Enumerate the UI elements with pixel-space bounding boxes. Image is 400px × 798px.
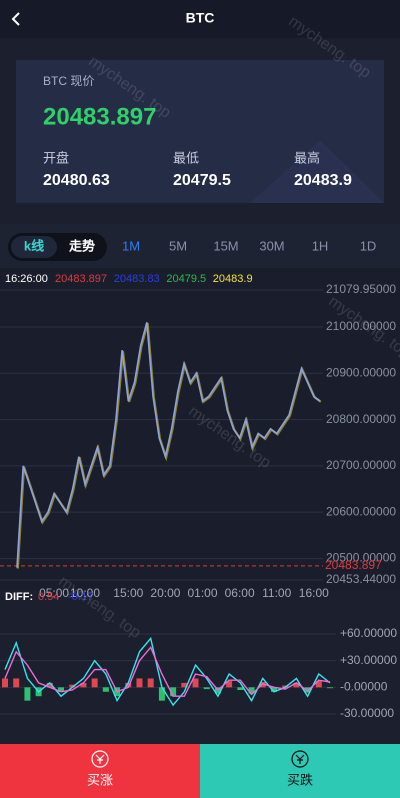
macd-bar — [203, 687, 210, 690]
info-line: 16:26:00 20483.897 20483.83 20479.5 20483.9 — [5, 273, 253, 285]
period-tab[interactable]: 1D — [360, 238, 377, 253]
macd-bar — [315, 681, 322, 688]
macd-bar — [147, 678, 154, 688]
macd-line — [4, 646, 331, 697]
current-price-label: 20483.897 — [325, 558, 382, 572]
page-title: BTC — [186, 10, 215, 26]
buy-up-icon — [91, 750, 109, 768]
y-tick-label: +60.00000 — [340, 626, 397, 640]
card-decoration — [250, 140, 384, 203]
macd-value: 0.54 — [38, 591, 59, 603]
y-tick-label: -30.00000 — [340, 706, 394, 720]
macd-value: -0.17 — [68, 591, 93, 603]
macd-bar — [2, 678, 8, 688]
macd-bar — [91, 678, 98, 688]
yen-glyph — [95, 754, 105, 764]
tab-kline[interactable]: k线 — [24, 238, 44, 253]
x-tick-label: 05:00 — [39, 586, 69, 600]
y-tick-label: 20700.00000 — [326, 458, 396, 472]
period-tab[interactable]: 5M — [169, 238, 187, 253]
macd-bar — [24, 687, 31, 701]
chart-area — [0, 268, 400, 590]
macd-bar — [181, 682, 188, 688]
low-value: 20479.5 — [173, 172, 231, 189]
high-value: 20483.9 — [294, 172, 352, 189]
y-tick-label: 20453.44000 — [326, 572, 396, 586]
macd-bar — [136, 678, 143, 688]
macd-chart: DIFF: 0.54 -0.17 +60.00000 +30.00000 -0.00000… — [0, 591, 397, 720]
macd-bar — [158, 687, 165, 701]
open-label: 开盘 — [43, 150, 69, 165]
x-tick-label: 01:00 — [187, 586, 217, 600]
period-tab[interactable]: 1M — [122, 238, 140, 253]
header-bar — [0, 0, 400, 38]
price-line-glow — [16, 322, 322, 569]
macd-bar — [46, 682, 53, 688]
y-tick-label: 21079.95000 — [326, 282, 396, 296]
macd-title: DIFF: — [5, 591, 33, 603]
info-value: 20483.9 — [213, 273, 253, 285]
period-tab[interactable]: 1H — [312, 238, 329, 253]
x-tick-label: 10:00 — [70, 586, 100, 600]
x-tick-label: 06:00 — [225, 586, 255, 600]
yen-glyph — [295, 754, 305, 764]
buy-up-label: 买涨 — [87, 772, 113, 787]
low-label: 最低 — [173, 150, 199, 165]
tab-trend[interactable]: 走势 — [69, 238, 95, 253]
back-button[interactable] — [11, 12, 20, 26]
price-label: BTC 现价 — [43, 74, 94, 88]
period-tab[interactable]: 30M — [259, 238, 284, 253]
buy-down-button[interactable] — [200, 744, 400, 798]
buy-down-icon — [291, 750, 309, 768]
macd-bar — [69, 684, 76, 688]
macd-bar — [192, 678, 199, 688]
macd-bar — [13, 678, 20, 688]
y-tick-label: 20500.00000 — [326, 551, 396, 565]
current-price: 20483.897 — [43, 103, 156, 130]
y-tick-label: 20600.00000 — [326, 504, 396, 518]
price-line — [16, 322, 321, 568]
period-tab[interactable]: 15M — [213, 238, 238, 253]
macd-bar — [80, 682, 87, 688]
y-tick-label: +30.00000 — [340, 653, 397, 667]
y-tick-label: -0.00000 — [340, 680, 388, 694]
period-tabs: 1M 5M 15M 30M 1H 1D — [122, 238, 376, 253]
macd-bar — [293, 682, 300, 688]
info-value: 20479.5 — [166, 273, 206, 285]
macd-bar — [58, 687, 65, 692]
info-value: 20483.897 — [55, 273, 107, 285]
info-value: 20483.83 — [114, 273, 160, 285]
macd-bar — [237, 687, 244, 690]
y-tick-label: 21000.00000 — [326, 319, 396, 333]
y-tick-label: 20900.00000 — [326, 365, 396, 379]
x-tick-label: 15:00 — [113, 586, 143, 600]
info-time: 16:26:00 — [5, 273, 48, 285]
macd-bar — [170, 687, 177, 697]
open-value: 20480.63 — [43, 172, 110, 189]
macd-bar — [248, 687, 255, 694]
macd-bar — [270, 687, 277, 692]
macd-bar — [125, 682, 132, 688]
macd-bar — [327, 687, 333, 689]
x-tick-label: 20:00 — [150, 586, 180, 600]
x-tick-label: 11:00 — [262, 586, 291, 600]
tab-active — [11, 236, 57, 258]
buy-up-button[interactable] — [0, 744, 200, 798]
x-tick-label: 16:00 — [299, 586, 329, 600]
macd-bar — [102, 687, 109, 692]
y-tick-label: 20800.00000 — [326, 412, 396, 426]
buy-down-label: 买跌 — [287, 772, 313, 787]
price-chart: 21079.95000 21000.00000 20900.00000 20800.0… — [0, 282, 396, 600]
macd-line — [4, 636, 331, 707]
macd-bar — [226, 681, 233, 688]
high-label: 最高 — [294, 150, 320, 165]
